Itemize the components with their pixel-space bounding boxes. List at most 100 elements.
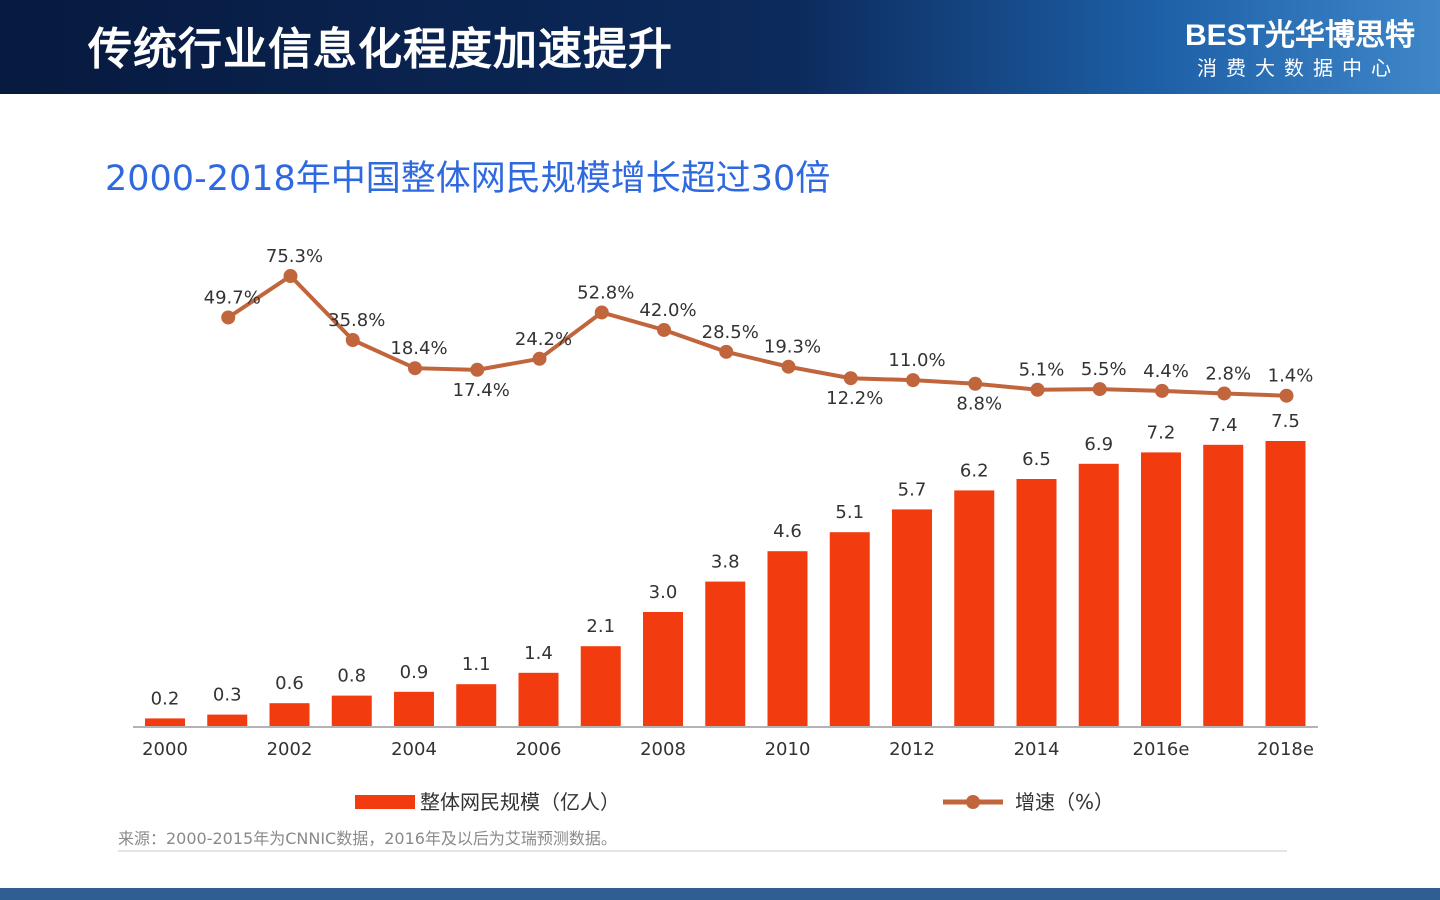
- x-tick-label: 2004: [391, 739, 437, 760]
- growth-point-2011: [843, 371, 858, 386]
- bar-labels: 0.2 0.3 0.6 0.8 0.9 1.1 1.4 2.1 3.0 3.8 4.6 5.1 5.7 6…: [151, 411, 1300, 709]
- growth-label: 24.2%: [515, 329, 572, 350]
- bar-2015: [1078, 463, 1119, 726]
- growth-point-2012: [906, 373, 920, 388]
- bar-value-label: 5.1: [835, 502, 864, 523]
- growth-label: 28.5%: [702, 322, 759, 343]
- bar-value-label: 7.2: [1147, 422, 1176, 443]
- bar-value-label: 6.2: [960, 460, 989, 481]
- growth-point-2008: [657, 322, 671, 337]
- source-note: 来源：2000-2015年为CNNIC数据，2016年及以后为艾瑞预测数据。: [118, 829, 617, 848]
- footer-bar: [0, 888, 1440, 900]
- growth-point-2014: [1030, 382, 1045, 397]
- x-tick-labels: 2000 2002 2004 2006 2008 2010 2012 2014 2016e 201…: [142, 739, 1314, 760]
- x-tick-label: 2014: [1014, 739, 1060, 760]
- growth-point-2003: [345, 333, 360, 348]
- x-tick-label: 2000: [142, 739, 188, 760]
- growth-label: 4.4%: [1143, 361, 1189, 382]
- growth-line: [227, 273, 1287, 398]
- growth-label: 18.4%: [390, 338, 447, 359]
- logo-brand: BEST光华博思特: [1185, 19, 1416, 52]
- growth-point-2001: [221, 310, 236, 325]
- bar-value-label: 3.8: [711, 552, 740, 573]
- bar-2018e: [1265, 441, 1306, 726]
- growth-label: 2.8%: [1205, 363, 1251, 384]
- growth-point-2005: [470, 362, 485, 377]
- growth-label: 42.0%: [639, 300, 696, 321]
- header-bar: 传统行业信息化程度加速提升 BEST光华博思特 消费大数据中心: [0, 0, 1440, 94]
- legend: 整体网民规模（亿人） 增速（%）: [355, 790, 1114, 814]
- x-tick-label: 2018e: [1257, 739, 1314, 760]
- growth-label: 35.8%: [328, 310, 385, 331]
- bar-2004: [394, 691, 434, 726]
- growth-point-2017e: [1217, 386, 1232, 401]
- bar-2014: [1016, 479, 1057, 726]
- x-tick-label: 2012: [889, 739, 935, 760]
- bar-2011: [829, 532, 870, 726]
- bar-value-label: 7.4: [1209, 415, 1238, 436]
- legend-line-marker: [966, 795, 980, 809]
- bar-value-label: 6.9: [1084, 434, 1113, 455]
- bar-2001: [207, 714, 248, 726]
- bar-value-label: 1.4: [524, 643, 553, 664]
- growth-point-2002: [283, 269, 298, 284]
- legend-bar-swatch: [355, 795, 415, 809]
- x-tick-label: 2002: [267, 739, 313, 760]
- bar-2002: [269, 703, 310, 726]
- bar-2016e: [1141, 452, 1181, 726]
- bar-value-label: 0.9: [400, 662, 429, 683]
- growth-point-2010: [781, 359, 796, 374]
- growth-label: 19.3%: [764, 337, 821, 358]
- bar-series: [145, 441, 1306, 726]
- growth-point-2016e: [1155, 383, 1169, 398]
- bar-value-label: 3.0: [649, 582, 678, 603]
- growth-point-2015: [1092, 382, 1107, 397]
- growth-point-2006: [532, 351, 547, 366]
- bar-2006: [518, 672, 559, 726]
- bar-2007: [580, 646, 621, 726]
- growth-label: 8.8%: [956, 394, 1002, 415]
- bar-2000: [145, 718, 185, 726]
- logo-subtitle: 消费大数据中心: [1197, 56, 1400, 80]
- bar-2005: [456, 684, 497, 726]
- bar-value-label: 0.6: [275, 673, 304, 694]
- page-title: 传统行业信息化程度加速提升: [88, 24, 673, 75]
- bar-2010: [767, 551, 808, 726]
- bar-2003: [331, 695, 372, 726]
- growth-point-2007: [594, 305, 609, 320]
- growth-label: 11.0%: [888, 350, 945, 371]
- bar-2013: [954, 490, 995, 726]
- growth-label: 12.2%: [826, 388, 883, 409]
- growth-point-2004: [408, 361, 422, 376]
- x-tick-label: 2008: [640, 739, 686, 760]
- growth-label: 5.5%: [1081, 359, 1127, 380]
- bar-value-label: 0.8: [337, 666, 366, 687]
- legend-line-label: 增速（%）: [1015, 790, 1114, 814]
- growth-point-2013: [968, 376, 983, 391]
- line-labels: 49.7%75.3% 35.8%18.4% 17.4% 24.2% 52.8%42.0%…: [204, 246, 1314, 415]
- growth-point-2018e: [1279, 388, 1294, 403]
- bar-value-label: 4.6: [773, 521, 802, 542]
- chart-title: 2000-2018年中国整体网民规模增长超过30倍: [105, 159, 831, 199]
- legend-bar-label: 整体网民规模（亿人）: [420, 790, 620, 814]
- growth-label: 17.4%: [453, 380, 510, 401]
- growth-label: 49.7%: [204, 287, 261, 308]
- bar-value-label: 5.7: [898, 479, 927, 500]
- x-tick-label: 2016e: [1133, 739, 1190, 760]
- bar-2017e: [1203, 444, 1244, 726]
- bar-value-label: 2.1: [586, 616, 615, 637]
- growth-point-2009: [719, 344, 734, 359]
- bar-value-label: 0.2: [151, 688, 180, 709]
- x-tick-label: 2006: [516, 739, 562, 760]
- growth-label: 52.8%: [577, 282, 634, 303]
- growth-label: 1.4%: [1268, 366, 1314, 387]
- bar-value-label: 7.5: [1271, 411, 1300, 432]
- bar-value-label: 0.3: [213, 685, 242, 706]
- line-series: [221, 269, 1294, 403]
- growth-label: 5.1%: [1019, 360, 1065, 381]
- logo: BEST光华博思特 消费大数据中心: [1173, 10, 1418, 80]
- bar-2012: [892, 509, 932, 726]
- x-tick-label: 2010: [765, 739, 811, 760]
- growth-label: 75.3%: [266, 246, 323, 267]
